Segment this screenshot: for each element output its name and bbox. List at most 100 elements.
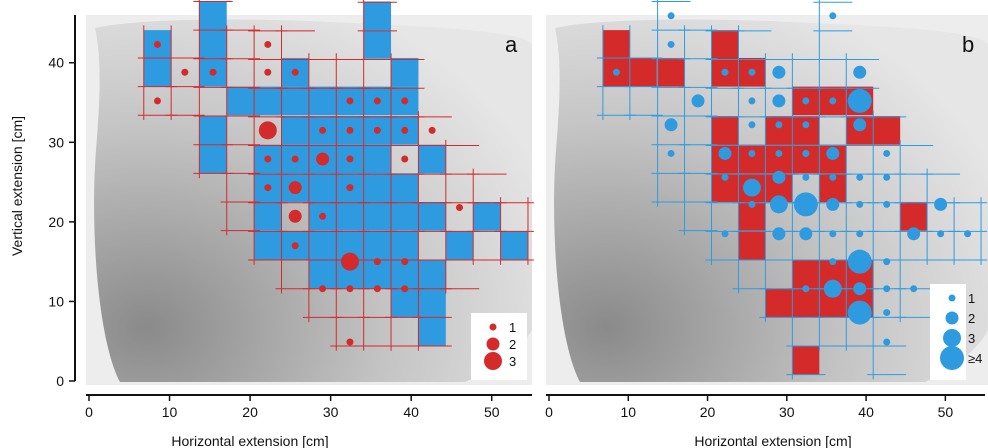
dot-a-32	[346, 285, 354, 293]
dot-b-34	[793, 192, 818, 217]
dot-a-16	[319, 212, 327, 220]
x-tick-label-a-0: 0	[85, 404, 93, 420]
cell-b-16	[738, 144, 766, 174]
dot-a-23	[401, 97, 409, 105]
dot-b-40	[772, 227, 786, 241]
cell-a-30	[363, 173, 392, 202]
cell-a-26	[363, 30, 392, 59]
cell-b-34	[792, 345, 820, 375]
dot-a-5	[264, 68, 272, 76]
cell-b-3	[657, 57, 685, 87]
dot-b-46	[964, 230, 972, 238]
cell-a-38	[391, 201, 419, 231]
dot-b-21	[748, 149, 756, 157]
dot-b-26	[721, 173, 729, 181]
dot-a-29	[373, 258, 381, 266]
dot-a-21	[373, 97, 381, 105]
cell-a-37	[391, 173, 419, 202]
cell-a-1	[199, 1, 227, 31]
panel-a-cells	[143, 1, 528, 346]
legend-swatch-b-3	[940, 346, 964, 370]
cell-a-11	[281, 86, 309, 116]
dot-b-22	[775, 149, 783, 157]
y-tick-label-a-3: 30	[48, 134, 64, 150]
dot-b-42	[829, 230, 837, 238]
dot-b-36	[856, 200, 864, 208]
panel-b-legend: 1 2 3 ≥4	[930, 284, 982, 380]
x-tick-label-a-2: 20	[242, 404, 258, 420]
cell-a-39	[391, 231, 419, 261]
legend-swatch-b-2	[943, 329, 961, 347]
dot-b-24	[826, 146, 840, 160]
dot-b-43	[856, 230, 864, 238]
panel-a-legend: 1 2 3	[471, 313, 527, 380]
dot-b-35	[826, 197, 840, 211]
dot-b-9	[748, 97, 756, 105]
cell-a-18	[308, 173, 337, 202]
dot-a-19	[346, 155, 354, 163]
cell-b-10	[711, 116, 739, 145]
dot-b-16	[775, 121, 783, 129]
x-tick-label-b-1: 10	[620, 404, 636, 420]
cell-b-11	[765, 116, 793, 145]
dot-a-27	[456, 204, 464, 212]
x-tick-label-b-3: 30	[779, 404, 795, 420]
dot-a-30	[401, 258, 409, 266]
x-tick-label-a-5: 50	[484, 404, 500, 420]
dot-b-56	[847, 300, 872, 325]
dot-a-26	[428, 126, 436, 134]
dot-b-33	[769, 195, 788, 214]
dot-b-31	[883, 173, 891, 181]
y-tick-label-a-4: 40	[48, 55, 64, 71]
x-tick-label-a-3: 30	[323, 404, 339, 420]
dot-b-58	[883, 338, 891, 346]
y-tick-label-a-2: 20	[48, 214, 64, 230]
x-tick-label-a-4: 40	[403, 404, 419, 420]
dot-a-2	[209, 68, 217, 76]
cell-a-5	[199, 116, 227, 145]
cell-a-57	[143, 57, 172, 87]
dot-b-3	[721, 68, 729, 76]
panel-b-axes: 0 10 20 30 40 50	[545, 394, 985, 420]
legend-swatch-a-1	[486, 337, 500, 351]
panel-b-dots	[612, 12, 972, 346]
cell-b-0	[602, 30, 630, 59]
dot-a-15	[316, 152, 330, 166]
panel-b: b 0 10 20 30 40 50 1 2 3 ≥4 Horizontal extension…	[545, 0, 988, 448]
dot-b-41	[799, 227, 813, 241]
panel-a-dots	[153, 40, 464, 346]
legend-label-b-1: 2	[968, 311, 975, 326]
dot-a-25	[401, 155, 409, 163]
dot-b-28	[802, 173, 810, 181]
cell-a-52	[308, 260, 337, 289]
dot-b-1	[667, 40, 675, 48]
dot-b-17	[802, 121, 810, 129]
dot-b-45	[937, 230, 945, 238]
cell-a-12	[281, 116, 309, 145]
dot-b-11	[802, 97, 810, 105]
cell-a-51	[500, 231, 528, 261]
dot-a-34	[401, 285, 409, 293]
dot-b-13	[847, 88, 872, 113]
cell-a-25	[363, 1, 392, 31]
dot-b-57	[883, 309, 891, 317]
x-tick-label-b-4: 40	[858, 404, 874, 420]
cell-a-55	[418, 288, 446, 318]
dot-b-14	[664, 118, 678, 132]
dot-b-50	[883, 258, 891, 266]
dot-b-53	[853, 282, 867, 296]
dot-a-10	[291, 155, 299, 163]
dot-b-2	[612, 68, 620, 76]
cell-a-44	[418, 317, 446, 346]
panel-a-axes: 0 10 20 30 40 50 0 10 20 30 40	[48, 15, 532, 420]
dot-a-0	[153, 40, 161, 48]
dot-b-4	[748, 68, 756, 76]
dot-a-20	[346, 184, 354, 192]
dot-b-51	[802, 285, 810, 293]
cell-a-41	[418, 144, 446, 174]
cell-a-6	[199, 144, 227, 174]
dot-b-54	[883, 285, 891, 293]
cell-b-25	[900, 201, 928, 231]
dot-b-18	[853, 118, 867, 132]
